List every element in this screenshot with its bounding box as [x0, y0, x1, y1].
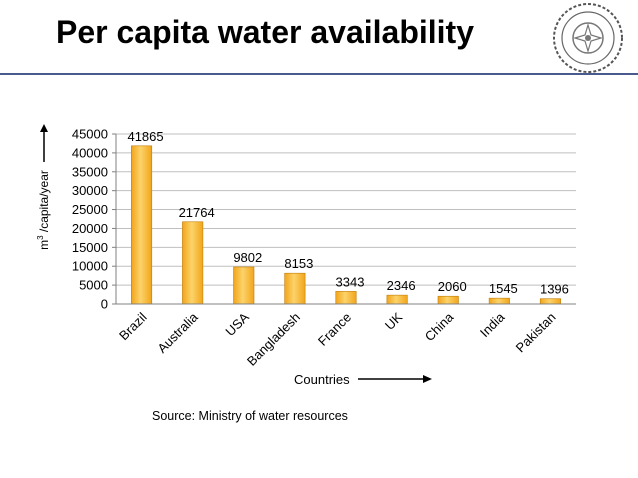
y-tick-label: 35000	[72, 164, 108, 179]
data-label-bangladesh: 8153	[284, 256, 313, 271]
y-axis-title-arrow	[40, 124, 48, 162]
y-axis-title-superscript: 3	[36, 235, 45, 240]
bar-bangladesh	[284, 272, 306, 305]
data-label-uk: 2346	[387, 278, 416, 293]
category-label-uk: UK	[382, 309, 406, 333]
data-labels: 41865 21764 9802 8153 3343 2346 2060 1545 1396	[127, 129, 568, 297]
y-tick-label: 10000	[72, 259, 108, 274]
category-label-usa: USA	[222, 309, 252, 339]
y-axis-ticks: 0 5000 10000 15000 20000 25000 30000 35000 40000…	[72, 127, 108, 312]
data-label-brazil: 41865	[127, 129, 163, 144]
category-label-pakistan: Pakistan	[513, 310, 559, 356]
bar-china	[437, 295, 459, 305]
category-label-china: China	[422, 309, 457, 344]
category-label-india: India	[477, 309, 508, 340]
category-label-australia: Australia	[154, 309, 201, 356]
y-tick-label: 5000	[79, 278, 108, 293]
x-axis-title: Countries	[294, 372, 350, 387]
bar-usa	[233, 266, 255, 305]
y-tick-label: 0	[101, 297, 108, 312]
category-label-france: France	[315, 310, 354, 349]
bar-pakistan	[539, 298, 561, 305]
institute-seal-logo-icon	[553, 3, 623, 73]
data-label-france: 3343	[336, 274, 365, 289]
y-tick-label: 15000	[72, 240, 108, 255]
bar-brazil	[131, 145, 153, 305]
y-tick-label: 25000	[72, 202, 108, 217]
slide-title: Per capita water availability	[56, 14, 474, 50]
y-tick-label: 40000	[72, 145, 108, 160]
y-axis-title-unit: m	[37, 240, 51, 250]
data-label-india: 1545	[489, 281, 518, 296]
data-label-pakistan: 1396	[540, 282, 569, 297]
y-axis-title: m3 /capita/year	[36, 170, 51, 250]
category-label-brazil: Brazil	[116, 309, 150, 343]
y-axis-title-rest: /capita/year	[37, 170, 51, 235]
data-label-australia: 21764	[179, 205, 215, 220]
data-label-usa: 9802	[233, 250, 262, 265]
x-axis-title-arrow	[358, 375, 432, 383]
bar-chart: 0 5000 10000 15000 20000 25000 30000 35000 40000…	[36, 124, 576, 387]
y-tick-label: 45000	[72, 127, 108, 142]
category-label-bangladesh: Bangladesh	[244, 310, 303, 369]
title-divider	[0, 73, 638, 75]
source-note: Source: Ministry of water resources	[152, 409, 348, 423]
y-tick-label: 20000	[72, 221, 108, 236]
y-tick-label: 30000	[72, 183, 108, 198]
data-label-china: 2060	[438, 279, 467, 294]
bar-uk	[386, 294, 408, 305]
bar-australia	[182, 221, 204, 305]
bars	[131, 145, 561, 305]
bar-india	[488, 297, 510, 305]
bar-france	[335, 291, 357, 305]
